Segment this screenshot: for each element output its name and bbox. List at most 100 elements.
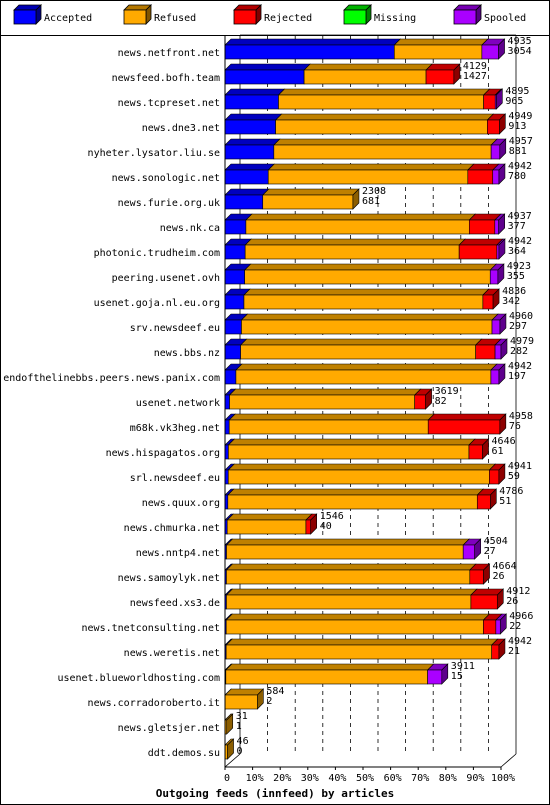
bar-accepted xyxy=(224,194,264,210)
category-label: peering.usenet.ovh xyxy=(112,273,220,284)
bar-top-refused xyxy=(227,438,476,446)
bar-rejected xyxy=(427,419,501,435)
offered-value-label: 4957 xyxy=(509,136,533,147)
bar-spooled xyxy=(495,619,501,635)
bar-spooled xyxy=(427,669,443,685)
legend-label: Spooled xyxy=(484,13,526,24)
bar-refused xyxy=(243,294,484,310)
bar-top-refused xyxy=(225,563,477,571)
bar-side xyxy=(498,38,505,60)
bar-rejected xyxy=(487,119,500,135)
bar-top-accepted xyxy=(224,88,286,96)
bar-spooled xyxy=(489,269,499,285)
category-label: news.tnetconsulting.net xyxy=(82,623,220,634)
bar-top-refused xyxy=(226,513,313,521)
bar-accepted xyxy=(224,144,275,160)
category-label: usenet.network xyxy=(136,398,220,409)
offered-value-label: 4942 xyxy=(508,636,532,647)
bar-top-refused xyxy=(240,313,499,321)
offered-value-label: 31 xyxy=(236,711,248,722)
bar-side xyxy=(227,738,234,760)
x-tick-label: 0 xyxy=(224,773,230,784)
bar-accepted xyxy=(224,69,305,85)
bar-top-refused xyxy=(243,263,497,271)
bar-rejected xyxy=(469,569,484,585)
legend-label: Refused xyxy=(154,13,196,24)
x-tick-label: 100% xyxy=(491,773,515,784)
offered-value-label: 4129 xyxy=(463,61,487,72)
bar-top-refused xyxy=(243,288,490,296)
bar-top-refused xyxy=(225,588,478,596)
accepted-value-label: 1 xyxy=(236,721,242,732)
bar-refused xyxy=(278,94,484,110)
offered-value-label: 4949 xyxy=(508,111,532,122)
offered-value-label: 3911 xyxy=(451,661,475,672)
bar-side xyxy=(474,538,481,560)
bar-top-refused xyxy=(245,213,477,221)
bar-top-refused xyxy=(228,413,435,421)
category-label: news.nk.ca xyxy=(160,223,220,234)
offered-value-label: 4937 xyxy=(508,211,532,222)
offered-value-label: 4960 xyxy=(509,311,533,322)
bar-refused xyxy=(303,69,427,85)
bar-side xyxy=(499,138,507,160)
bar-top-accepted xyxy=(224,38,402,46)
category-label: news.nntp4.net xyxy=(136,548,220,559)
bar-top-accepted xyxy=(224,188,270,196)
x-tick-label: 20% xyxy=(273,773,291,784)
legend-swatch-front xyxy=(123,9,147,25)
bar-side xyxy=(496,88,503,110)
bar-refused xyxy=(225,619,484,635)
bar-spooled xyxy=(462,544,475,560)
x-tick-label: 50% xyxy=(356,773,374,784)
accepted-value-label: 21 xyxy=(508,646,520,657)
bar-top-refused xyxy=(225,638,499,646)
bar-rejected xyxy=(468,444,483,460)
legend-label: Rejected xyxy=(264,13,312,24)
bar-refused xyxy=(226,594,472,610)
accepted-value-label: 26 xyxy=(493,571,505,582)
accepted-value-label: 76 xyxy=(509,421,521,432)
bar-top-refused xyxy=(267,163,475,171)
bar-refused xyxy=(240,344,476,360)
category-label: news.sonologic.net xyxy=(112,173,220,184)
category-label: news.dne3.net xyxy=(142,123,220,134)
bar-top-refused xyxy=(277,88,491,96)
accepted-value-label: 3054 xyxy=(508,46,532,57)
accepted-value-label: 0 xyxy=(237,746,243,757)
bar-top-refused xyxy=(273,138,498,146)
bar-top-refused xyxy=(225,538,470,546)
bar-refused xyxy=(275,119,488,135)
category-label: news.weretis.net xyxy=(124,648,220,659)
bar-rejected xyxy=(483,619,497,635)
bar-top-rejected xyxy=(427,413,507,421)
bar-top-refused xyxy=(235,363,498,371)
bar-side xyxy=(498,363,506,385)
bar-refused xyxy=(227,494,478,510)
offered-value-label: 2308 xyxy=(362,186,386,197)
bar-accepted xyxy=(224,169,269,185)
legend-label: Missing xyxy=(374,13,416,24)
chart-title: Outgoing feeds (innfeed) by articles xyxy=(156,787,394,800)
bar-refused xyxy=(244,269,491,285)
offered-value-label: 4836 xyxy=(502,286,526,297)
bar-refused xyxy=(245,219,470,235)
bar-side xyxy=(441,663,449,685)
bar-side xyxy=(497,263,505,285)
accepted-value-label: 297 xyxy=(509,321,527,332)
bar-refused xyxy=(225,669,428,685)
bar-rejected xyxy=(475,344,496,360)
accepted-value-label: 780 xyxy=(508,171,526,182)
legend-swatch-front xyxy=(343,9,367,25)
bar-refused xyxy=(393,44,483,60)
bar-side xyxy=(257,688,264,710)
axis-depth-right xyxy=(500,753,517,768)
bar-rejected xyxy=(482,294,494,310)
bar-accepted xyxy=(224,369,237,385)
offered-value-label: 4942 xyxy=(508,161,532,172)
category-label: news.corradoroberto.it xyxy=(88,698,220,709)
bar-refused xyxy=(224,694,258,710)
category-label: ddt.demos.su xyxy=(148,748,220,759)
bar-side xyxy=(498,638,506,660)
